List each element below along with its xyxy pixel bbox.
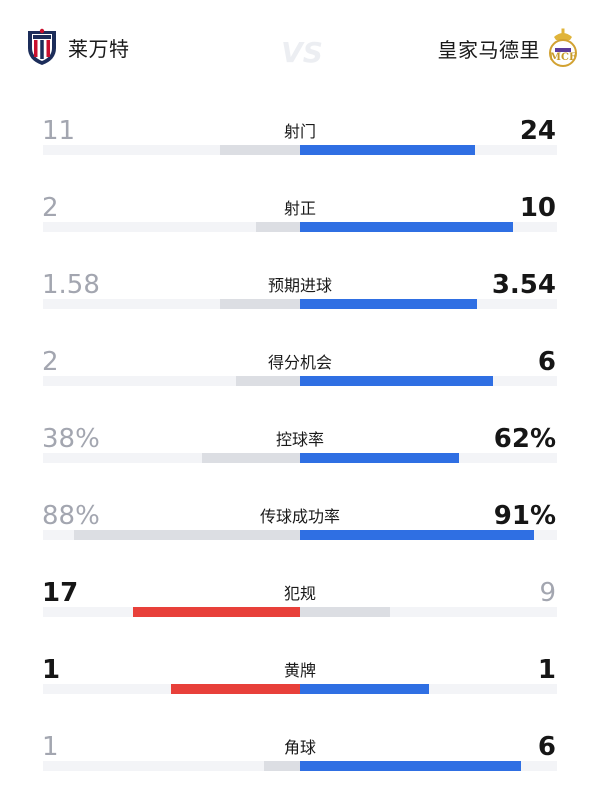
stat-label: 预期进球	[267, 276, 332, 295]
home-value: 2	[42, 193, 59, 223]
stat-label: 射门	[283, 122, 316, 141]
comparison-bar-track	[43, 376, 557, 386]
stat-row: 17 犯规 9	[0, 578, 600, 656]
away-bar	[300, 530, 534, 540]
stat-row: 2 射正 10	[0, 193, 600, 271]
stat-row: 2 得分机会 6	[0, 347, 600, 425]
comparison-bar-track	[43, 222, 557, 232]
stat-label: 犯规	[283, 584, 316, 603]
home-value: 1	[42, 732, 59, 762]
away-bar	[300, 453, 459, 463]
comparison-bar-track	[43, 761, 557, 771]
home-team[interactable]: 莱万特	[26, 28, 130, 66]
comparison-bar-track	[43, 607, 557, 617]
stat-label: 黄牌	[283, 661, 316, 680]
stat-label: 控球率	[275, 430, 324, 449]
away-bar	[300, 376, 493, 386]
comparison-bar-track	[43, 299, 557, 309]
home-bar	[236, 376, 300, 386]
stat-row: 1 角球 6	[0, 732, 600, 810]
away-value: 24	[519, 116, 556, 146]
stat-row: 1.58 预期进球 3.54	[0, 270, 600, 348]
real-madrid-crest-icon: MCF	[549, 28, 577, 67]
away-value: 10	[519, 193, 556, 223]
levante-crest-icon	[28, 28, 56, 65]
comparison-bar-track	[43, 453, 557, 463]
home-bar	[256, 222, 300, 232]
home-bar	[220, 145, 300, 155]
away-value: 62%	[493, 424, 556, 454]
away-bar	[300, 299, 477, 309]
away-value: 6	[537, 347, 556, 377]
vs-badge: VS	[281, 36, 323, 68]
svg-text:MCF: MCF	[550, 52, 576, 63]
away-team-name: 皇家马德里	[437, 37, 540, 62]
home-bar	[171, 684, 300, 694]
home-value: 38%	[42, 424, 100, 454]
stat-label: 得分机会	[267, 353, 332, 372]
away-value: 3.54	[491, 270, 556, 300]
away-bar	[300, 222, 513, 232]
stat-label: 传球成功率	[259, 507, 340, 526]
vs-text: VS	[281, 36, 323, 68]
home-value: 88%	[42, 501, 100, 531]
stat-row: 88% 传球成功率 91%	[0, 501, 600, 579]
away-team[interactable]: 皇家马德里 MCF	[438, 28, 579, 68]
home-bar	[264, 761, 300, 771]
away-bar	[300, 761, 521, 771]
stat-row: 38% 控球率 62%	[0, 424, 600, 502]
home-bar	[220, 299, 300, 309]
home-bar	[74, 530, 300, 540]
comparison-bar-track	[43, 145, 557, 155]
home-bar	[133, 607, 300, 617]
away-value: 6	[537, 732, 556, 762]
away-bar	[300, 145, 475, 155]
stat-row: 1 黄牌 1	[0, 655, 600, 733]
comparison-bar-track	[43, 530, 557, 540]
away-bar	[300, 607, 390, 617]
comparison-bar-track	[43, 684, 557, 694]
away-value: 91%	[493, 501, 556, 531]
home-value: 2	[42, 347, 59, 377]
stat-label: 角球	[283, 738, 316, 757]
match-header: 莱万特 VS 皇家马德里 MCF	[0, 0, 600, 100]
away-bar	[300, 684, 429, 694]
home-value: 1.58	[42, 270, 100, 300]
away-value: 1	[537, 655, 556, 685]
home-bar	[202, 453, 300, 463]
home-value: 11	[42, 116, 76, 146]
away-value: 9	[539, 578, 556, 608]
home-value: 17	[42, 578, 79, 608]
home-value: 1	[42, 655, 61, 685]
stat-label: 射正	[283, 199, 316, 218]
stat-row: 11 射门 24	[0, 116, 600, 194]
home-team-name: 莱万特	[68, 36, 130, 61]
